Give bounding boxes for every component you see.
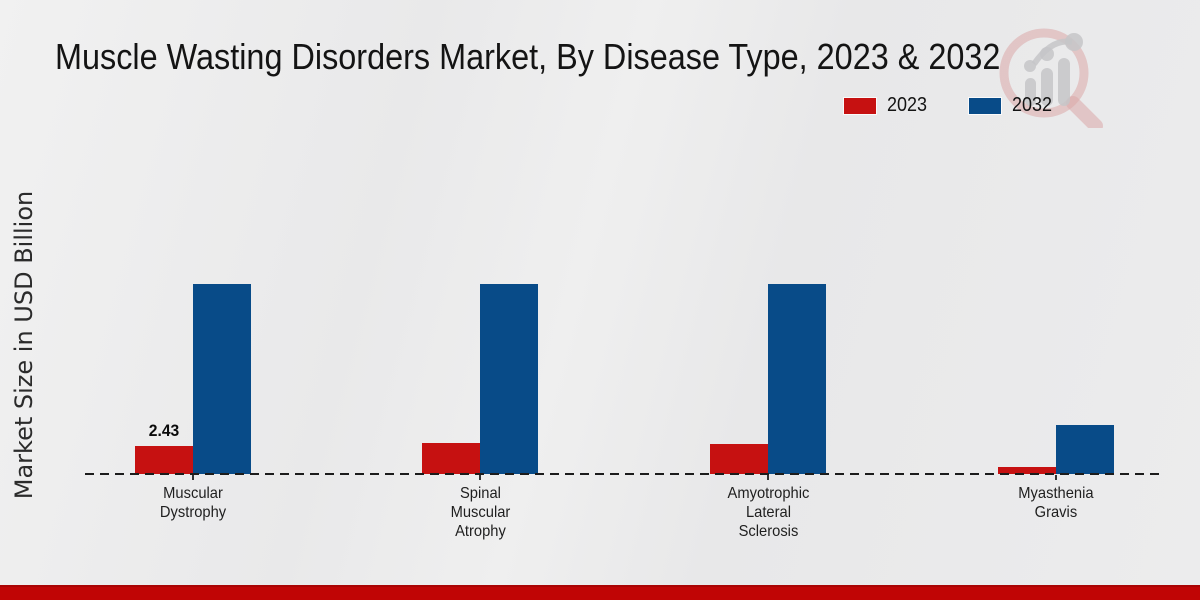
x-axis-baseline (85, 473, 1165, 475)
legend-swatch-2023 (843, 96, 877, 115)
category-label-muscular-dystrophy: Muscular Dystrophy (159, 485, 227, 521)
bar-2032-muscular-dystrophy (193, 284, 251, 474)
bar-2032-myasthenia-gravis (1056, 425, 1114, 474)
magnifier-chart-watermark-logo (999, 28, 1103, 128)
bar-2023-spinal-muscular-atrophy (422, 443, 480, 474)
legend-item-2032: 2032 (967, 94, 1057, 117)
bar-2023-amyotrophic-lateral-sclerosis (710, 444, 768, 474)
x-axis-tick (192, 475, 194, 480)
legend-item-2023: 2023 (843, 94, 932, 117)
bar-2032-spinal-muscular-atrophy (480, 284, 538, 474)
legend-label-2032: 2032 (1011, 94, 1052, 116)
bar-value-label: 2.43 (148, 421, 180, 440)
category-label-spinal-muscular-atrophy: Spinal Muscular Atrophy (450, 485, 510, 540)
legend-label-2023: 2023 (887, 94, 928, 116)
legend: 2023 2032 (843, 94, 1056, 117)
bar-2023-myasthenia-gravis (998, 467, 1056, 474)
bar-2023-muscular-dystrophy (135, 446, 193, 474)
category-label-myasthenia-gravis: Myasthenia Gravis (1018, 485, 1094, 521)
page-title: Muscle Wasting Disorders Market, By Dise… (55, 36, 1001, 77)
bar-2032-amyotrophic-lateral-sclerosis (768, 284, 826, 474)
x-axis-tick (1055, 475, 1057, 480)
category-label-amyotrophic-lateral-sclerosis: Amyotrophic Lateral Sclerosis (727, 485, 809, 540)
x-axis-tick (767, 475, 769, 480)
footer-accent-bar (0, 585, 1200, 600)
legend-swatch-2032 (967, 96, 1002, 115)
y-axis-label: Market Size in USD Billion (10, 190, 38, 500)
x-axis-tick (479, 475, 481, 480)
